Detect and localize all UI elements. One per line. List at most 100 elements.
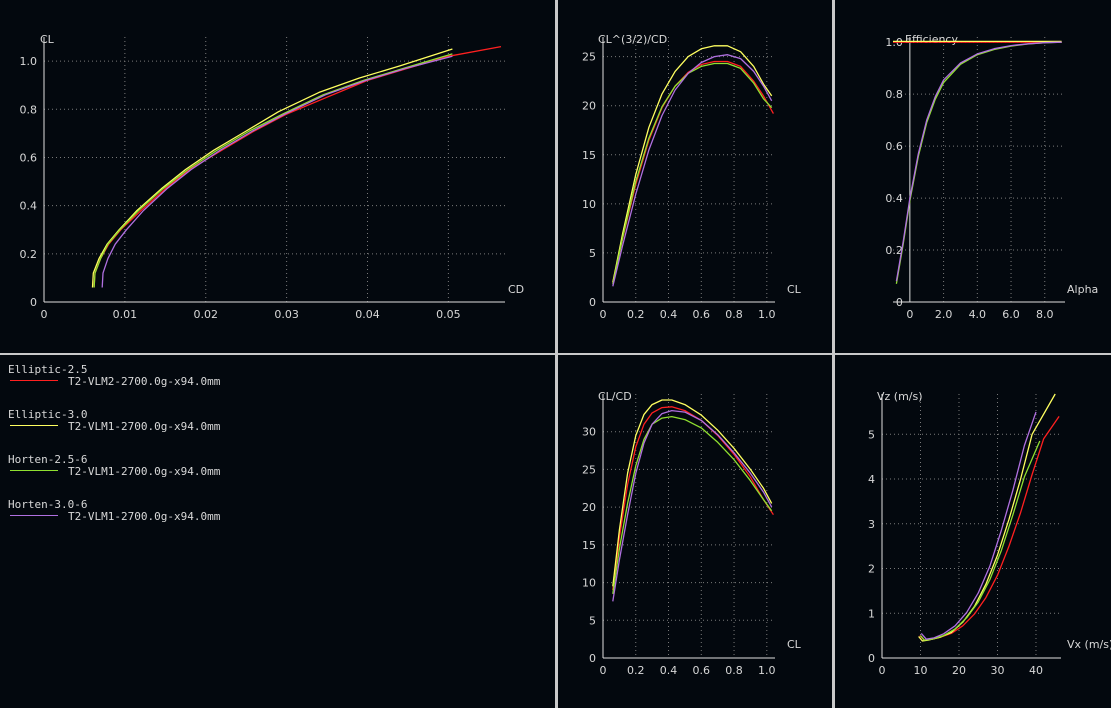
y-tick-label: 30	[582, 426, 596, 439]
x-tick-label: 20	[952, 664, 966, 677]
series-line-3	[612, 62, 773, 285]
y-tick-label: 5	[868, 428, 875, 441]
x-tick-label: 0.6	[693, 308, 711, 321]
legend-line-swatch	[10, 470, 58, 471]
y-tick-label: 1.0	[20, 55, 38, 68]
y-axis-label: CL	[40, 33, 55, 46]
x-axis-label: CD	[508, 283, 524, 296]
y-tick-label: 10	[582, 198, 596, 211]
series-line-3	[93, 53, 453, 288]
y-tick-label: 0.2	[885, 244, 903, 257]
y-tick-label: 15	[582, 539, 596, 552]
vz-vx-chart[interactable]: 0 10 20 30 40 0 1 2 3 4 5 Vz (m/s) Vx (m/s)	[835, 356, 1111, 708]
series-line-4	[895, 41, 1062, 282]
y-tick-label: 0.4	[20, 200, 38, 213]
y-tick-label: 0	[589, 652, 596, 665]
legend-line-swatch	[10, 380, 58, 381]
legend-series-name: Horten-3.0-6	[8, 498, 88, 511]
x-tick-label: 0.01	[113, 308, 138, 321]
series-line-2	[612, 45, 773, 283]
x-tick-label: 0.2	[627, 308, 645, 321]
y-tick-label: 3	[868, 518, 875, 531]
series-line-4	[612, 54, 773, 287]
y-tick-label: 2	[868, 563, 875, 576]
y-tick-label: 4	[868, 473, 875, 486]
y-tick-label: 20	[582, 501, 596, 514]
legend-line-swatch	[10, 425, 58, 426]
x-tick-label: 0	[600, 308, 607, 321]
legend-series-name: Horten-2.5-6	[8, 453, 88, 466]
cl-cd-ratio-chart[interactable]: 0 0.2 0.4 0.6 0.8 1.0 0 5 10 15 20 25 30 CL/CD CL	[558, 356, 832, 708]
x-tick-label: 0	[906, 308, 913, 321]
y-tick-label: 0	[896, 296, 903, 309]
y-tick-label: 0.2	[20, 248, 38, 261]
x-tick-label: 0.8	[725, 308, 743, 321]
legend-series-name: Elliptic-2.5	[8, 363, 88, 376]
legend-polar-name: T2-VLM2-2700.0g-x94.0mm	[68, 375, 221, 388]
legend-series-name: Elliptic-3.0	[8, 408, 88, 421]
y-tick-label: 0.6	[20, 151, 38, 164]
series-line-4	[612, 409, 773, 602]
series-line-2	[612, 399, 773, 587]
separator-horizontal[interactable]	[0, 353, 1111, 355]
vz-vx-panel: 0 10 20 30 40 0 1 2 3 4 5 Vz (m/s) Vx (m/s)	[835, 356, 1111, 708]
x-tick-label: 0.4	[660, 308, 678, 321]
cl-cd-ratio-panel: 0 0.2 0.4 0.6 0.8 1.0 0 5 10 15 20 25 30 CL/CD CL	[558, 356, 832, 708]
series-line-4	[920, 411, 1037, 640]
x-tick-label: 0.03	[274, 308, 299, 321]
y-tick-label: 5	[589, 614, 596, 627]
y-axis-label: CL^(3/2)/CD	[598, 33, 667, 46]
series-line-3	[895, 41, 1062, 284]
cl-cd-chart[interactable]: 0 0.01 0.02 0.03 0.04 0.05 0 0.2 0.4 0.6 0.8 1.0CL C…	[0, 0, 555, 353]
y-tick-label: 0.8	[885, 88, 903, 101]
legend-panel: Elliptic-2.5 T2-VLM2-2700.0g-x94.0mm Ell…	[0, 356, 555, 708]
x-tick-label: 30	[990, 664, 1004, 677]
efficiency-chart[interactable]: 0 2.0 4.0 6.0 8.000.20.40.60.81.0 EfficiencyA…	[835, 0, 1111, 353]
x-axis-label: Vx (m/s)	[1067, 638, 1111, 651]
y-axis-label: CL/CD	[598, 390, 632, 403]
x-tick-label: 6.0	[1002, 308, 1020, 321]
legend-line-swatch	[10, 515, 58, 516]
cl-cd-panel: 0 0.01 0.02 0.03 0.04 0.05 0 0.2 0.4 0.6 0.8 1.0 CL C…	[0, 0, 555, 353]
x-tick-label: 4.0	[969, 308, 987, 321]
x-tick-label: 0.2	[627, 664, 645, 677]
y-tick-label: 10	[582, 577, 596, 590]
series-line-2	[918, 393, 1056, 642]
series-line-2	[91, 48, 453, 288]
x-tick-label: 0.8	[725, 664, 743, 677]
cl32-cd-panel: 0 0.2 0.4 0.6 0.8 1.0 0 5 10 15 20 25 CL^(3/2)/CD CL	[558, 0, 832, 353]
y-tick-label: 0	[30, 296, 37, 309]
x-tick-label: 0.02	[194, 308, 219, 321]
x-tick-label: 1.0	[758, 664, 776, 677]
y-tick-label: 20	[582, 100, 596, 113]
y-tick-label: 0.6	[885, 140, 903, 153]
y-tick-label: 15	[582, 149, 596, 162]
x-tick-label: 2.0	[935, 308, 953, 321]
y-tick-label: 5	[589, 247, 596, 260]
legend-polar-name: T2-VLM1-2700.0g-x94.0mm	[68, 420, 221, 433]
x-tick-label: 0.6	[693, 664, 711, 677]
x-axis-label: CL	[787, 638, 802, 651]
x-axis-label: Alpha	[1067, 283, 1098, 296]
x-tick-label: 40	[1029, 664, 1043, 677]
y-tick-label: 1	[868, 607, 875, 620]
series-line-3	[612, 415, 773, 594]
x-axis-label: CL	[787, 283, 802, 296]
series-line-1	[612, 406, 774, 591]
efficiency-panel: 0 2.0 4.0 6.0 8.0 0 0.2 0.4 0.6 0.8 1.0 Efficiency A…	[835, 0, 1111, 353]
series-line-1	[919, 416, 1060, 641]
x-tick-label: 1.0	[758, 308, 776, 321]
series-line-1	[93, 45, 502, 288]
x-tick-label: 0	[41, 308, 48, 321]
x-tick-label: 0	[879, 664, 886, 677]
y-tick-label: 0.4	[885, 192, 903, 205]
series-line-4	[101, 55, 453, 288]
y-axis-label: Efficiency	[905, 33, 958, 46]
x-tick-label: 10	[913, 664, 927, 677]
y-axis-label: Vz (m/s)	[877, 390, 923, 403]
x-tick-label: 0	[600, 664, 607, 677]
series-line-3	[920, 440, 1041, 641]
y-tick-label: 25	[582, 51, 596, 64]
y-tick-label: 0.8	[20, 103, 38, 116]
